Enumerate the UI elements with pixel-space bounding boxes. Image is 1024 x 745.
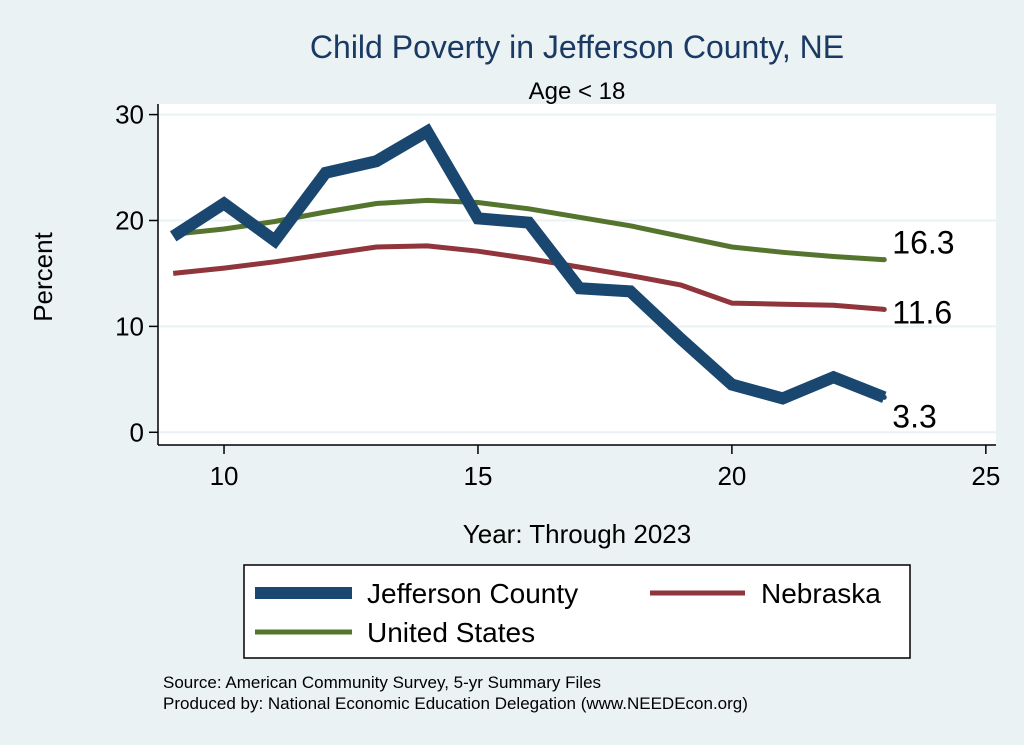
end-point-jefferson-county	[881, 394, 887, 400]
end-point-united-states	[881, 257, 887, 263]
end-labels: 16.3 11.6 3.3	[881, 225, 955, 434]
y-axis-title: Percent	[28, 231, 58, 321]
x-axis-title: Year: Through 2023	[463, 519, 691, 549]
end-label-united-states: 16.3	[892, 225, 954, 261]
series-line-jefferson-county	[169, 123, 887, 405]
legend-label-nebraska: Nebraska	[761, 578, 881, 609]
legend-box	[243, 564, 911, 659]
axes: 0 10 20 30 10 15 20 25	[115, 100, 1000, 491]
end-label-nebraska: 11.6	[892, 294, 952, 330]
source-line: Source: American Community Survey, 5-yr …	[163, 673, 601, 692]
end-label-jefferson-county: 3.3	[892, 398, 936, 434]
y-tick-label: 10	[115, 311, 144, 341]
producer-line: Produced by: National Economic Education…	[163, 694, 748, 713]
y-tick-label: 20	[115, 205, 144, 235]
chart-title: Child Poverty in Jefferson County, NE	[310, 29, 844, 65]
series-lines	[169, 123, 887, 405]
legend: Jefferson County Nebraska United States	[243, 564, 911, 659]
legend-label-united-states: United States	[367, 617, 535, 648]
series-line-nebraska	[172, 243, 885, 312]
legend-label-jefferson-county: Jefferson County	[367, 578, 578, 609]
end-point-nebraska	[881, 306, 887, 312]
y-tick-label: 0	[130, 417, 144, 447]
x-tick-label: 10	[210, 461, 239, 491]
x-tick-label: 25	[971, 461, 1000, 491]
chart-subtitle: Age < 18	[529, 78, 626, 105]
x-tick-label: 15	[464, 461, 493, 491]
gridlines	[158, 113, 996, 434]
y-tick-label: 30	[115, 100, 144, 130]
x-tick-label: 20	[717, 461, 746, 491]
